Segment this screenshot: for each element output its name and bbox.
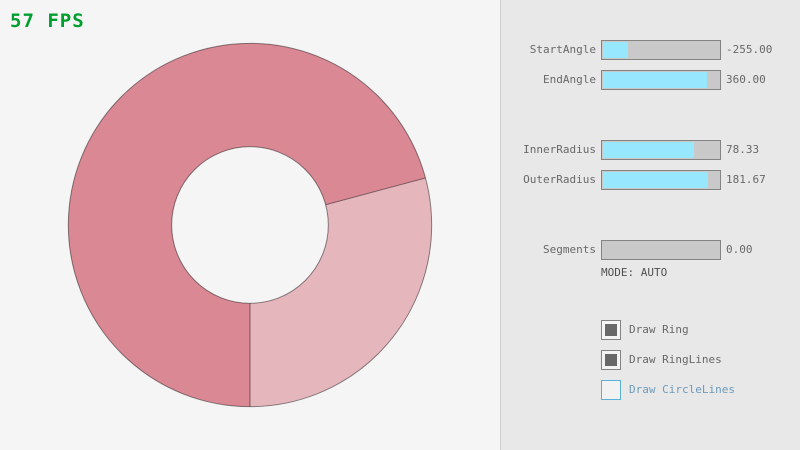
draw-ring-checkbox[interactable] [601, 320, 621, 340]
draw-ringlines-label: Draw RingLines [629, 353, 722, 366]
slider-row-outer-radius: OuterRadius 181.67 [501, 170, 800, 190]
outer-radius-slider-fill [603, 172, 709, 188]
draw-ringlines-checkbox[interactable] [601, 350, 621, 370]
inner-radius-slider[interactable] [601, 140, 721, 160]
inner-radius-value: 78.33 [726, 143, 760, 156]
checkbox-draw-circlelines[interactable]: Draw CircleLines [501, 380, 800, 400]
inner-radius-slider-fill [603, 142, 694, 158]
start-angle-slider-fill [603, 42, 629, 58]
check-mark-icon [605, 354, 617, 366]
checkbox-draw-ringlines[interactable]: Draw RingLines [501, 350, 800, 370]
end-angle-slider[interactable] [601, 70, 721, 90]
start-angle-value: -255.00 [726, 43, 773, 56]
outer-radius-slider[interactable] [601, 170, 721, 190]
fps-counter: 57 FPS [10, 10, 85, 32]
end-angle-value: 360.00 [726, 73, 766, 86]
start-angle-label: StartAngle [529, 43, 596, 56]
draw-ring-label: Draw Ring [629, 323, 689, 336]
outer-radius-value: 181.67 [726, 173, 766, 186]
start-angle-slider[interactable] [601, 40, 721, 60]
checkbox-draw-ring[interactable]: Draw Ring [501, 320, 800, 340]
end-angle-label: EndAngle [543, 73, 596, 86]
segments-value: 0.00 [726, 243, 753, 256]
slider-row-start-angle: StartAngle -255.00 [501, 40, 800, 60]
slider-row-inner-radius: InnerRadius 78.33 [501, 140, 800, 160]
check-mark-icon [605, 324, 617, 336]
draw-circlelines-checkbox[interactable] [601, 380, 621, 400]
end-angle-slider-fill [603, 72, 708, 88]
outer-radius-label: OuterRadius [523, 173, 596, 186]
inner-radius-label: InnerRadius [523, 143, 596, 156]
control-panel: StartAngle -255.00 EndAngle 360.00 Inner… [500, 0, 800, 450]
slider-row-end-angle: EndAngle 360.00 [501, 70, 800, 90]
segments-label: Segments [543, 243, 596, 256]
segments-slider[interactable] [601, 240, 721, 260]
slider-row-segments: Segments 0.00 [501, 240, 800, 260]
draw-circlelines-label: Draw CircleLines [629, 383, 735, 396]
segments-mode-label: MODE: AUTO [601, 266, 668, 279]
